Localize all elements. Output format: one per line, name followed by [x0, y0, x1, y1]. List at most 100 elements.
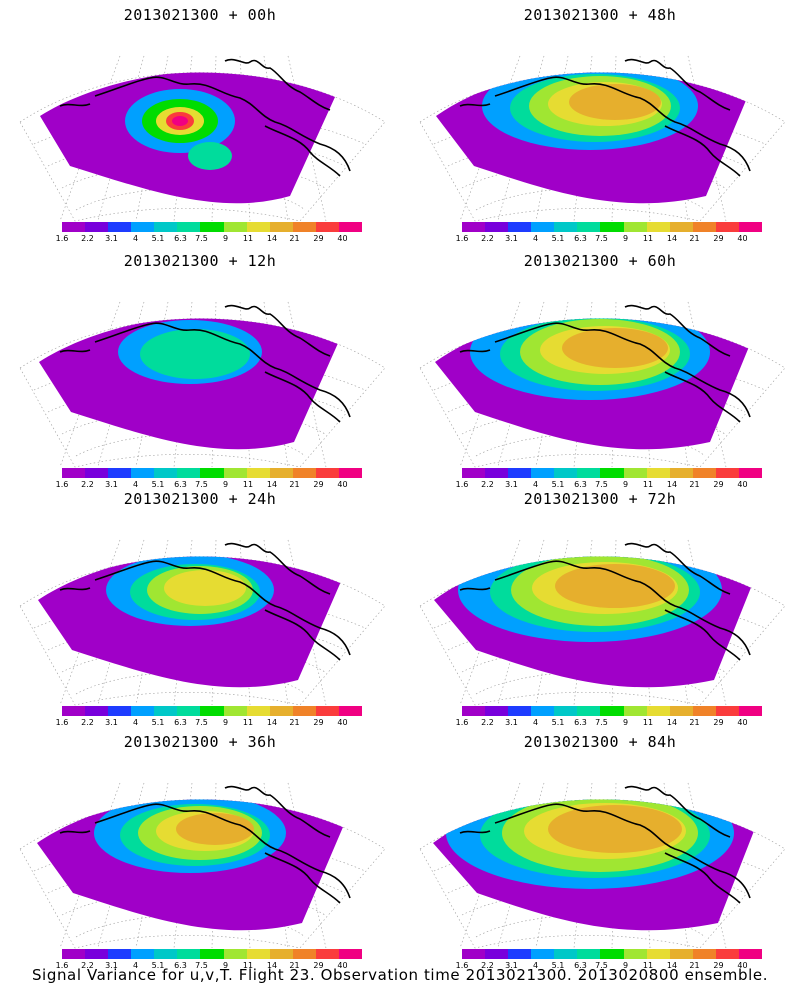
colorbar-swatch: [338, 222, 363, 232]
colorbar-swatch: [669, 949, 693, 959]
map-panel: 2013021300 + 24h 1.6 2.2 3.1 4 5.1 6.3 7.5 9 11 14…: [0, 484, 400, 730]
colorbar-swatch: [108, 468, 132, 478]
colorbar-tick-label: 40: [737, 961, 748, 970]
variance-field: [40, 72, 340, 204]
colorbar-tick-label: 2.2: [481, 718, 494, 727]
colorbar-swatch: [554, 706, 578, 716]
colorbar-swatch: [623, 706, 647, 716]
colorbar: [462, 222, 763, 232]
colorbar-tick-label: 29: [713, 234, 724, 243]
colorbar-tick-label: 29: [313, 718, 324, 727]
colorbar-swatch: [85, 949, 109, 959]
colorbar-tick-label: 3.1: [505, 480, 518, 489]
map: [19, 782, 386, 949]
panel-title: 2013021300 + 12h: [123, 252, 277, 270]
colorbar-swatch: [669, 468, 693, 478]
map: [419, 539, 786, 706]
colorbar-swatch: [646, 949, 670, 959]
colorbar: [62, 706, 363, 716]
colorbar-tick-label: 29: [713, 718, 724, 727]
colorbar-tick-label: 1.6: [455, 961, 469, 970]
colorbar-tick-label: 6.3: [574, 480, 587, 489]
colorbar: [462, 949, 763, 959]
colorbar-swatch: [577, 222, 601, 232]
colorbar-swatch: [692, 222, 716, 232]
map-panel: 2013021300 + 84h 1.6 2.2 3.1 4 5.1 6.3 7.5 9 11 14…: [400, 727, 800, 973]
colorbar-tick-label: 11: [242, 718, 254, 727]
colorbar-tick-label: 11: [242, 480, 254, 489]
colorbar-tick-label: 2.2: [481, 234, 494, 243]
colorbar: [462, 706, 763, 716]
coastline: [459, 58, 751, 177]
colorbar-tick-label: 2.2: [481, 961, 494, 970]
colorbar-tick-label: 11: [242, 234, 254, 243]
colorbar-tick-label: 9: [222, 718, 229, 727]
colorbar-swatch: [246, 468, 270, 478]
colorbar-tick-label: 7.5: [595, 961, 608, 970]
colorbar-tick-label: 6.3: [574, 234, 587, 243]
colorbar-tick-label: 11: [642, 234, 654, 243]
colorbar-tick-label: 9: [622, 718, 629, 727]
colorbar-swatch: [600, 949, 624, 959]
colorbar-tick-label: 14: [266, 234, 278, 243]
colorbar-tick-label: 11: [642, 480, 654, 489]
colorbar-swatch: [646, 222, 670, 232]
colorbar-tick-label: 6.3: [174, 961, 187, 970]
colorbar-labels: 1.6 2.2 3.1 4 5.1 6.3 7.5 9 11 14 21 29 40: [456, 718, 762, 728]
colorbar-tick-label: 40: [737, 234, 748, 243]
map: [19, 539, 386, 706]
coastline: [59, 542, 351, 661]
colorbar-swatch: [177, 706, 201, 716]
colorbar-swatch: [600, 468, 624, 478]
map: [419, 301, 786, 468]
panel-title: 2013021300 + 36h: [123, 733, 277, 751]
colorbar-tick-label: 4: [532, 480, 539, 489]
colorbar-swatch: [462, 706, 486, 716]
colorbar-tick-label: 6.3: [174, 480, 187, 489]
colorbar-swatch: [108, 222, 132, 232]
colorbar-swatch: [177, 949, 201, 959]
colorbar-swatch: [623, 468, 647, 478]
variance-field: [436, 72, 752, 204]
colorbar-tick-label: 7.5: [195, 480, 208, 489]
colorbar-tick-label: 29: [313, 234, 324, 243]
colorbar-tick-label: 2.2: [481, 480, 494, 489]
colorbar-swatch: [669, 222, 693, 232]
colorbar-swatch: [462, 468, 486, 478]
colorbar-swatch: [738, 706, 763, 716]
colorbar-swatch: [108, 949, 132, 959]
colorbar-swatch: [600, 222, 624, 232]
colorbar-tick-label: 5.1: [551, 480, 565, 489]
colorbar-tick-label: 29: [313, 961, 324, 970]
colorbar-tick-label: 1.6: [55, 234, 69, 243]
map: [19, 55, 386, 222]
colorbar-swatch: [292, 949, 316, 959]
colorbar-swatch: [623, 949, 647, 959]
colorbar-tick-label: 4: [532, 961, 539, 970]
colorbar-tick-label: 7.5: [195, 718, 208, 727]
panel-title: 2013021300 + 00h: [123, 6, 277, 24]
variance-field: [39, 318, 343, 450]
colorbar-tick-label: 29: [713, 480, 724, 489]
colorbar-tick-label: 21: [289, 961, 300, 970]
colorbar-swatch: [531, 468, 555, 478]
colorbar: [62, 222, 363, 232]
variance-field: [435, 318, 755, 450]
colorbar-swatch: [715, 706, 739, 716]
colorbar-swatch: [485, 949, 509, 959]
colorbar-swatch: [85, 468, 109, 478]
colorbar-swatch: [85, 222, 109, 232]
colorbar-tick-label: 4: [132, 961, 139, 970]
colorbar-tick-label: 11: [642, 718, 654, 727]
colorbar-swatch: [531, 706, 555, 716]
colorbar-tick-label: 5.1: [151, 718, 165, 727]
colorbar-swatch: [738, 468, 763, 478]
colorbar-tick-label: 7.5: [195, 961, 208, 970]
colorbar-tick-label: 3.1: [105, 718, 118, 727]
panel-title: 2013021300 + 84h: [523, 733, 677, 751]
colorbar-tick-label: 4: [132, 234, 139, 243]
colorbar-swatch: [223, 222, 247, 232]
colorbar-swatch: [508, 949, 532, 959]
colorbar-tick-label: 1.6: [55, 961, 69, 970]
colorbar-swatch: [315, 949, 339, 959]
